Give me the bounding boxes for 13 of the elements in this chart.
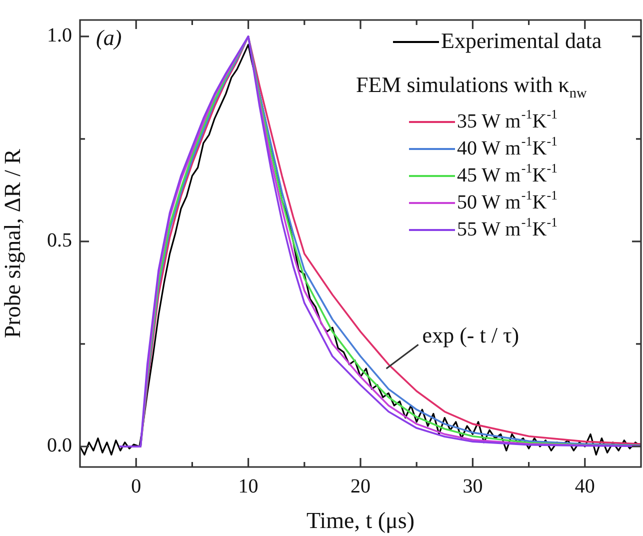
x-tick-label: 10 xyxy=(238,475,258,498)
x-tick-label: 0 xyxy=(131,475,142,498)
y-axis-title: Probe signal, ΔR / R xyxy=(0,148,25,338)
legend-label: Experimental data xyxy=(441,28,602,53)
x-tick-label: 30 xyxy=(462,475,483,498)
y-tick-label: 1.0 xyxy=(47,24,72,47)
annotation: exp (- t / τ) xyxy=(422,322,520,348)
annotation: (a) xyxy=(96,24,122,50)
x-tick-label: 20 xyxy=(350,475,370,498)
y-tick-label: 0.5 xyxy=(47,230,72,252)
x-tick-label: 40 xyxy=(574,475,595,498)
y-tick-label: 0.0 xyxy=(47,434,72,457)
x-axis-title: Time, t (μs) xyxy=(306,508,414,534)
